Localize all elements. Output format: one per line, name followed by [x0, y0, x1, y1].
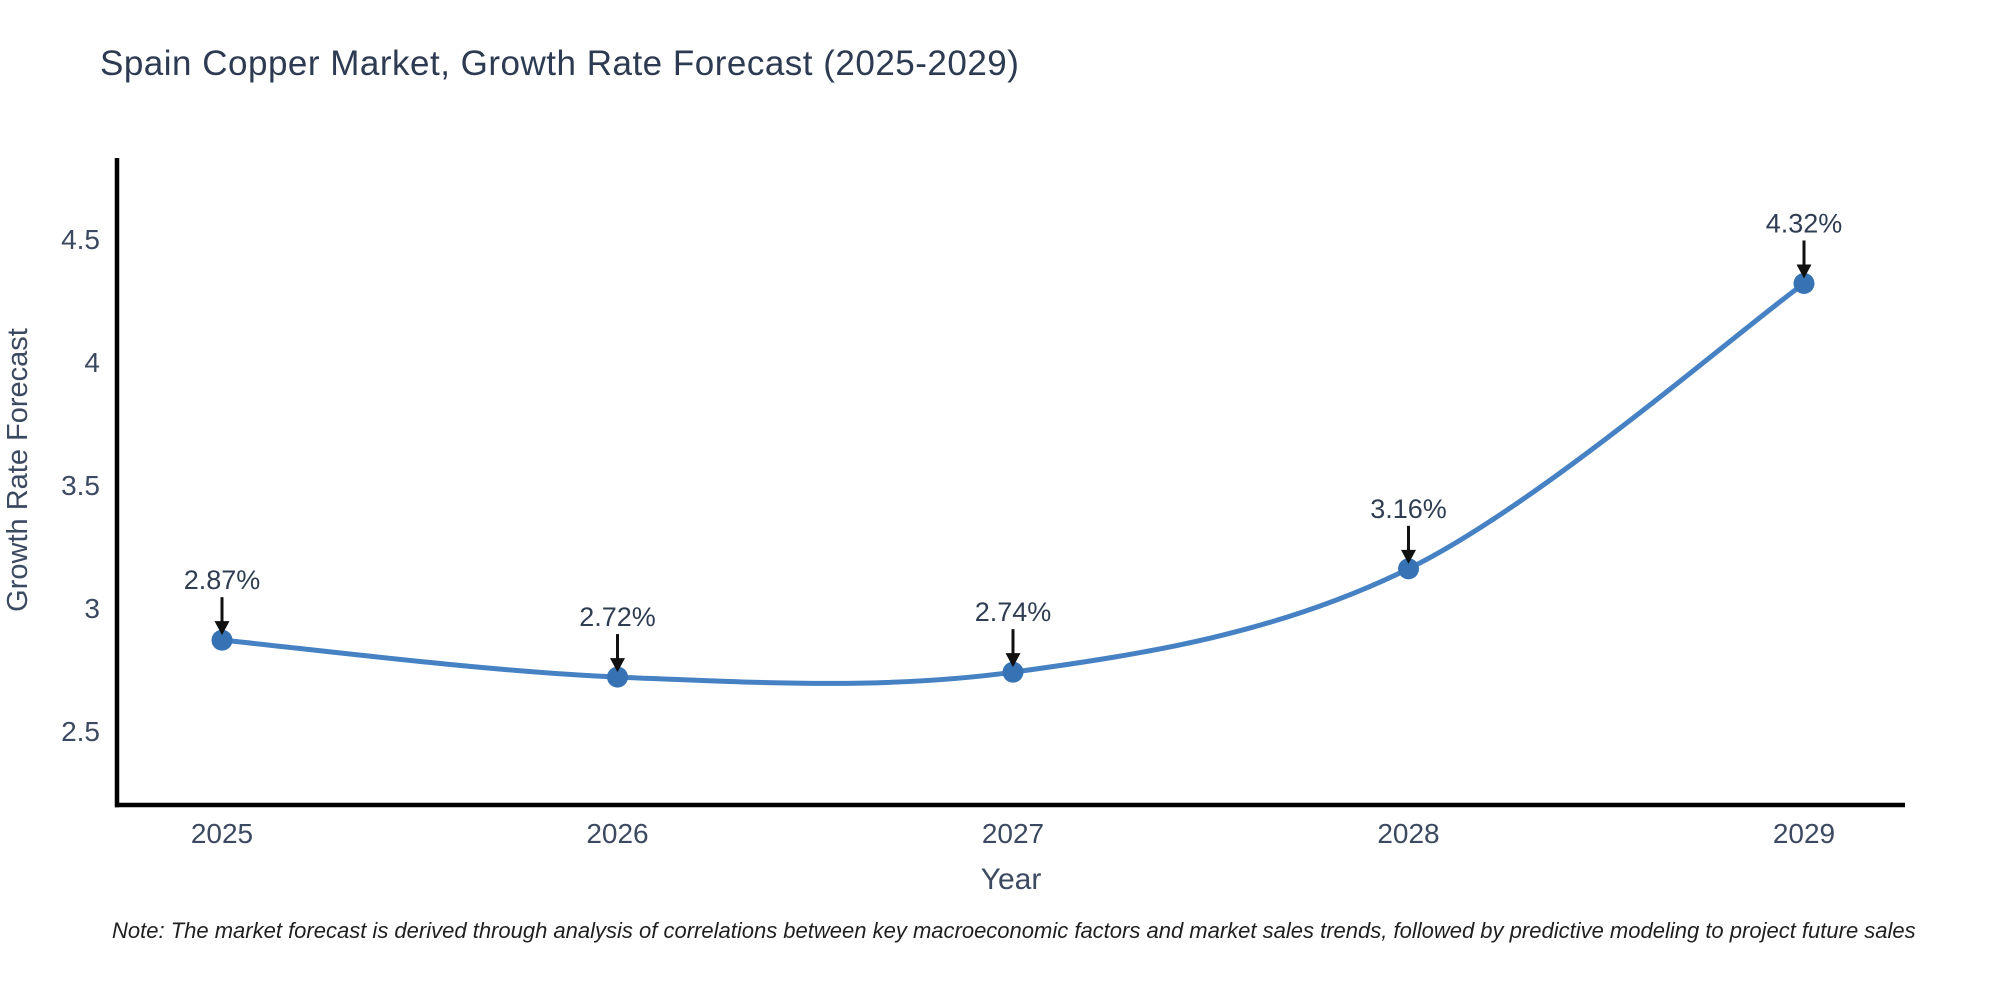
x-tick-label: 2025 [191, 818, 253, 849]
data-point-marker [1002, 661, 1024, 683]
annotation-label: 4.32% [1766, 208, 1843, 238]
annotation-arrowhead-icon [1796, 264, 1812, 279]
forecast-line-series [219, 281, 1807, 686]
chart-note: Note: The market forecast is derived thr… [112, 918, 1916, 943]
annotation-label: 2.72% [579, 602, 656, 632]
annotation-label: 2.87% [184, 565, 261, 595]
x-tick-label: 2026 [586, 818, 648, 849]
chart-title: Spain Copper Market, Growth Rate Forecas… [100, 44, 1020, 83]
y-tick-label: 2.5 [61, 716, 100, 747]
y-tick-label: 4 [84, 347, 100, 378]
data-point-marker [1398, 558, 1419, 580]
annotation-label: 3.16% [1370, 494, 1447, 524]
y-tick-label: 3.5 [61, 470, 100, 501]
annotation-arrowhead-icon [1401, 549, 1416, 564]
y-tick-label: 3 [84, 593, 100, 624]
y-tick-label: 4.5 [61, 224, 100, 255]
annotation-arrowhead-icon [1005, 653, 1021, 668]
x-tick-label: 2028 [1377, 818, 1439, 849]
data-point-marker [211, 629, 233, 651]
annotation-arrowhead-icon [610, 658, 625, 673]
x-axis-title: Year [981, 863, 1042, 896]
y-axis-title: Growth Rate Forecast [2, 328, 34, 612]
x-tick-label: 2029 [1773, 818, 1835, 849]
data-point-marker [1793, 272, 1815, 294]
annotation-label: 2.74% [975, 597, 1052, 627]
data-point-marker [607, 666, 628, 688]
annotation-arrowhead-icon [214, 621, 230, 636]
x-tick-label: 2027 [982, 818, 1044, 849]
